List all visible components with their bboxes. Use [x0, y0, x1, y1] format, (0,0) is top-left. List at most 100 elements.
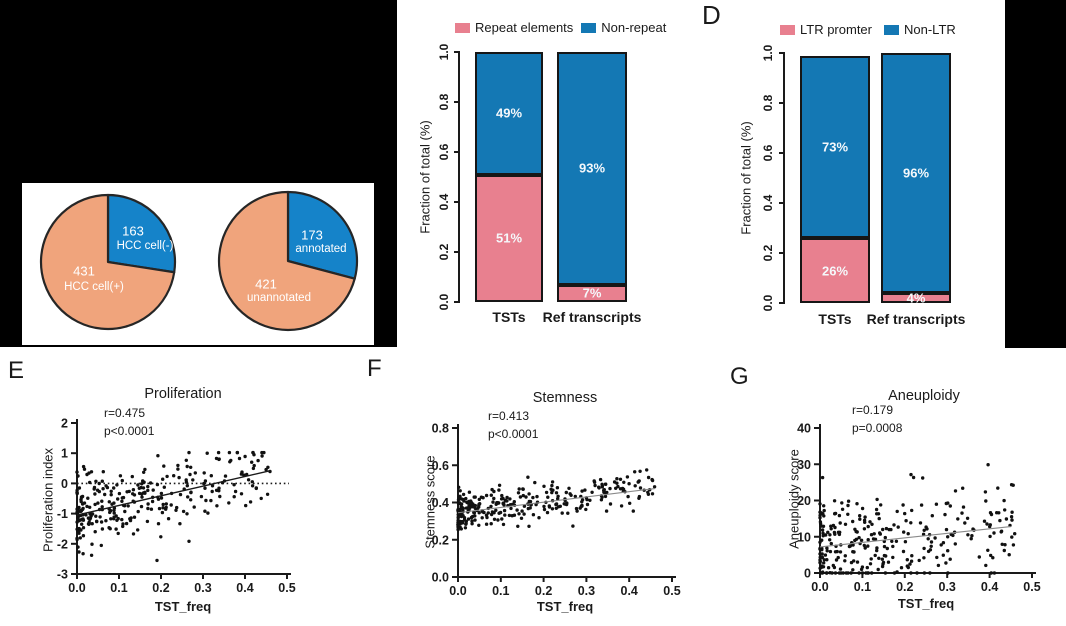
- y-tick-label: 40: [797, 422, 811, 436]
- pie-slice-value: 163: [122, 223, 144, 239]
- legend-swatch-nonltr: [884, 24, 899, 35]
- y-axis-tick: [779, 102, 785, 104]
- panel-proliferation: E Proliferation r=0.475 p<0.0001 Prolife…: [0, 345, 360, 626]
- scatter-plot-svg: 0.0 0.1 0.2 0.3 0.4 0.5 40 30 20 10 0: [797, 422, 1041, 595]
- pie-slice: [106, 193, 177, 274]
- trend-line: [819, 526, 1011, 548]
- y-tick-label: 2: [61, 417, 68, 431]
- y-tick-label: 0.2: [437, 243, 451, 261]
- x-tick-label: 0.3: [194, 581, 211, 595]
- y-axis-tick: [779, 202, 785, 204]
- x-tick-label: 0.1: [110, 581, 127, 595]
- y-axis-tick: [454, 201, 460, 203]
- y-axis-tick: [779, 302, 785, 304]
- bar-segment-non-ltr: [881, 53, 951, 293]
- x-axis-title: TST_freq: [536, 599, 594, 614]
- y-tick-label: 0.4: [437, 193, 451, 211]
- chart-title: Aneuploidy: [888, 388, 960, 404]
- y-axis-tick: [454, 101, 460, 103]
- x-tick-label: 0.5: [278, 581, 295, 595]
- y-tick-label: 1.0: [761, 44, 775, 62]
- y-tick-label: 20: [797, 494, 811, 508]
- y-tick-label: 0: [61, 477, 68, 491]
- bar-percent-label: 26%: [821, 263, 849, 278]
- pie-slice-value: 431: [73, 263, 95, 279]
- pie-slice: [217, 190, 356, 332]
- pie-slice-value: 173: [301, 227, 323, 243]
- x-tick-label: 0.2: [535, 584, 552, 598]
- bar-percent-label: 73%: [821, 139, 849, 155]
- bar-segment-non-repeat: [557, 52, 627, 285]
- pie-slice: [286, 190, 359, 280]
- y-axis-tick: [779, 152, 785, 154]
- x-axis-title: TST_freq: [154, 599, 212, 614]
- y-tick-label: 0.6: [437, 143, 451, 161]
- x-tick-label: 0.3: [578, 584, 595, 598]
- bars-area: 0.0 0.2 0.4 0.6 0.8 1.0 51% 49% 7% 93%: [400, 0, 670, 345]
- pie-slice-label: HCC cell(+): [64, 281, 124, 293]
- legend-swatch-ltr: [780, 24, 795, 35]
- x-axis-title: TST_freq: [897, 596, 955, 611]
- legend-swatch-nonrepeat: [581, 22, 597, 33]
- category-label: Ref transcripts: [866, 311, 966, 327]
- bar-segment-repeat-elements: [475, 174, 543, 302]
- x-tick-label: 0.0: [811, 580, 828, 594]
- y-tick-label: -2: [57, 537, 68, 551]
- panel-stemness: F Stemness r=0.413 p<0.0001 Stemness sco…: [360, 345, 700, 626]
- y-tick-label: 0.6: [761, 144, 775, 162]
- x-tick-label: 0.4: [981, 580, 998, 594]
- y-tick-label: 0.2: [761, 244, 775, 262]
- y-tick-label: 30: [797, 458, 811, 472]
- panel-letter-e: E: [8, 357, 25, 384]
- y-tick-label: 0.0: [432, 571, 449, 585]
- legend: LTR promter Non-LTR: [780, 22, 956, 37]
- bar-percent-label: 93%: [578, 160, 606, 176]
- y-tick-label: 0.8: [437, 93, 451, 111]
- y-tick-label: 0.2: [432, 533, 449, 547]
- p-value-label: p=0.0008: [852, 421, 903, 435]
- y-tick-label: 0: [804, 567, 811, 581]
- y-axis-tick: [454, 51, 460, 53]
- y-tick-label: 0.4: [432, 496, 449, 510]
- x-tick-label: 0.0: [449, 584, 466, 598]
- scatter-points: [75, 450, 272, 563]
- x-tick-label: 0.5: [1023, 580, 1040, 594]
- trend-line: [457, 487, 655, 514]
- y-tick-label: 1.0: [437, 43, 451, 61]
- y-tick-label: 0.4: [761, 194, 775, 212]
- y-axis-tick: [454, 251, 460, 253]
- panel-aneuploidy: G Aneuploidy r=0.179 p=0.0008 Aneuploidy…: [710, 345, 1066, 626]
- p-value-label: p<0.0001: [488, 427, 539, 441]
- bar-percent-label: 96%: [902, 165, 930, 181]
- bar-segment-non-ltr: [800, 55, 870, 238]
- category-label: Ref transcripts: [542, 309, 642, 325]
- scatter-points: [818, 463, 1017, 575]
- x-tick-label: 0.2: [896, 580, 913, 594]
- chart-title: Stemness: [532, 390, 598, 406]
- legend-label-nonrepeat: Non-repeat: [601, 20, 667, 35]
- x-tick-label: 0.2: [152, 581, 169, 595]
- y-axis-tick: [454, 151, 460, 153]
- bar-segment-repeat-elements: [557, 284, 627, 302]
- bar-percent-label: 51%: [495, 230, 523, 246]
- panel-letter-f: F: [367, 355, 382, 382]
- y-tick-label: 1: [61, 447, 68, 461]
- x-tick-label: 0.4: [621, 584, 638, 598]
- r-value-label: r=0.413: [488, 409, 530, 423]
- mask-top-right: [1005, 0, 1066, 348]
- x-tick-label: 0.4: [236, 581, 253, 595]
- category-label: TSTs: [818, 311, 852, 327]
- pie-slice-label: annotated: [295, 243, 347, 255]
- x-tick-label: 0.1: [854, 580, 871, 594]
- y-tick-label: 0.8: [432, 422, 449, 436]
- panel-ltr-chart: D LTR promter Non-LTR Fraction of total …: [700, 0, 1010, 345]
- x-tick-label: 0.3: [939, 580, 956, 594]
- y-tick-label: -3: [57, 568, 68, 582]
- bar-percent-label: 4%: [906, 290, 926, 306]
- bar-segment-ltr-promter: [800, 238, 870, 303]
- pie-charts-svg: [39, 190, 359, 332]
- r-value-label: r=0.179: [852, 403, 894, 417]
- legend: Repeat elements Non-repeat: [455, 20, 666, 35]
- r-value-label: r=0.475: [104, 406, 146, 420]
